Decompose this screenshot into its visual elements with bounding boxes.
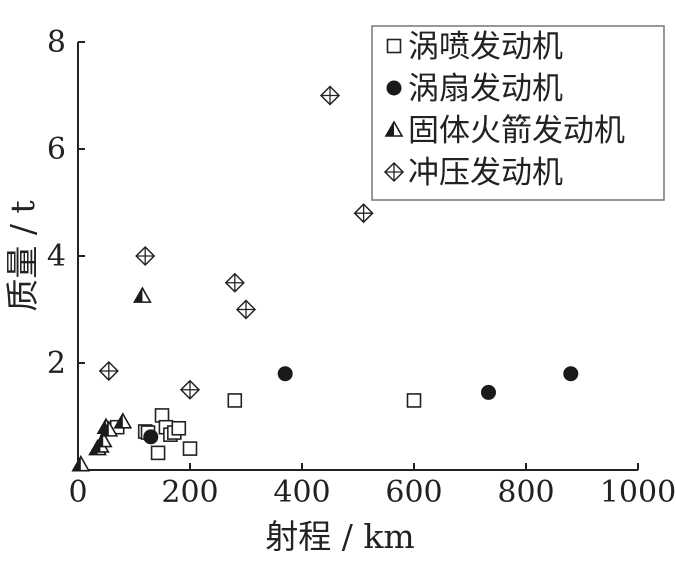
x-tick-label: 0: [68, 475, 87, 510]
legend-marker-filled-circle: [386, 80, 402, 96]
data-point-filled-circle: [563, 366, 579, 382]
data-point-diamond-cross: [224, 272, 245, 293]
legend-box: [371, 25, 665, 201]
x-tick-label: 1000: [600, 475, 676, 510]
data-point-open-square: [171, 420, 187, 436]
data-point-diamond-cross: [319, 85, 341, 106]
y-tick-label: 4: [47, 239, 66, 274]
data-point-diamond-cross: [98, 360, 119, 382]
data-point-half-filled-triangle: [99, 420, 119, 437]
y-tick-label: 2: [47, 346, 66, 381]
legend-label: 涡扇发动机: [408, 71, 563, 107]
data-point-filled-circle: [143, 429, 159, 445]
tick-labels: 0 200 400 600 800 1000 2 4 6 8: [47, 25, 676, 510]
data-point-filled-circle: [277, 366, 293, 382]
data-point-diamond-cross: [135, 245, 156, 267]
legend-label: 涡喷发动机: [408, 29, 563, 65]
data-point-diamond-cross: [179, 379, 201, 400]
data-point-filled-circle: [480, 384, 496, 400]
x-tick-label: 400: [273, 475, 330, 510]
legend-marker-half-filled-triangle: [384, 120, 404, 137]
data-point-half-filled-triangle: [71, 455, 91, 472]
x-tick-label: 200: [161, 475, 218, 510]
data-point-half-filled-triangle: [133, 286, 152, 303]
data-point-open-square: [182, 441, 198, 456]
legend-label: 冲压发动机: [408, 155, 563, 191]
data-point-diamond-cross: [353, 203, 374, 224]
legend-marker-diamond-cross: [383, 161, 405, 183]
data-point-open-square: [150, 445, 166, 461]
y-axis-title: 质量 / t: [3, 200, 42, 311]
y-tick-label: 6: [47, 132, 66, 167]
data-point-diamond-cross: [235, 299, 257, 320]
data-point-open-square: [406, 393, 422, 408]
data-point-half-filled-triangle: [113, 412, 133, 429]
x-tick-label: 600: [385, 475, 442, 510]
x-axis-title: 射程 / km: [265, 517, 414, 556]
data-points: [71, 85, 579, 472]
y-tick-label: 8: [47, 25, 66, 60]
data-point-open-square: [227, 393, 243, 408]
legend-label: 固体火箭发动机: [408, 113, 625, 149]
legend-marker-open-square: [386, 38, 402, 54]
x-tick-label: 800: [497, 475, 554, 510]
